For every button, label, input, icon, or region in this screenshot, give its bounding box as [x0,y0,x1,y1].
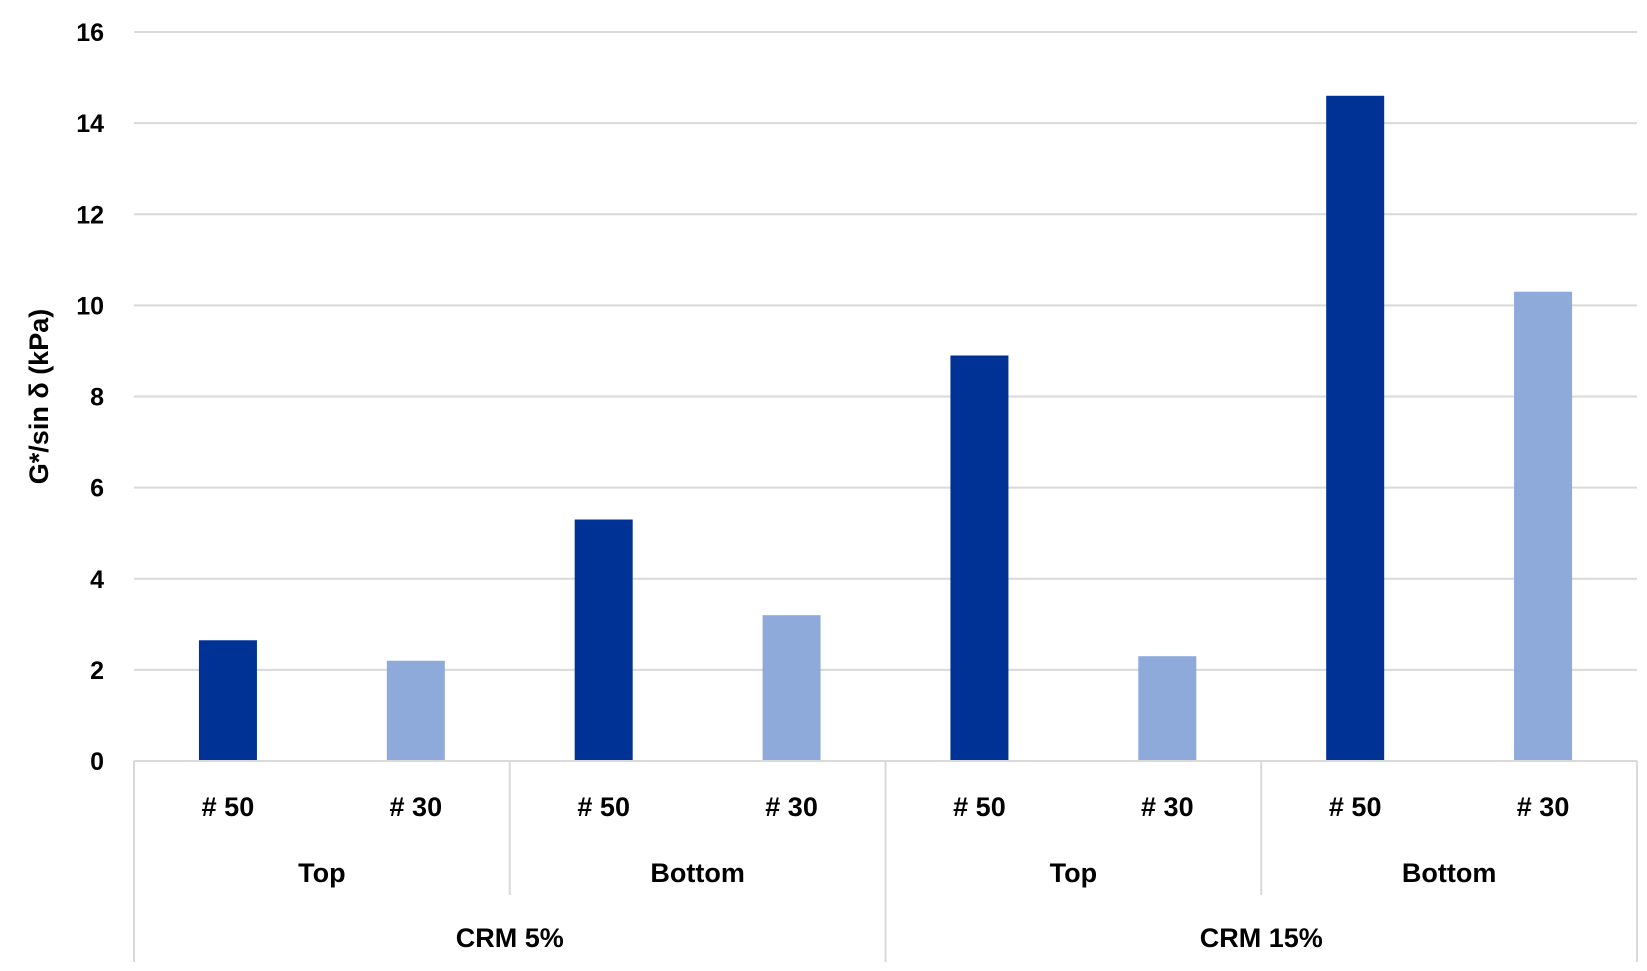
x-tick-label: # 30 [1517,792,1570,822]
position-label: Bottom [1402,858,1496,888]
y-tick-label: 2 [90,657,104,685]
x-tick-label: # 50 [577,792,630,822]
bar [574,519,633,761]
y-tick-label: 10 [76,292,104,320]
x-tick-label: # 50 [1329,792,1382,822]
position-label: Bottom [650,858,744,888]
y-tick-label: 0 [90,748,104,776]
y-tick-label: 12 [76,201,104,229]
x-tick-label: # 50 [953,792,1006,822]
y-tick-label: 16 [76,19,104,47]
group-label: CRM 5% [456,923,564,953]
bar [198,640,257,761]
x-tick-label: # 50 [202,792,255,822]
group-label: CRM 15% [1200,923,1323,953]
bar [1326,95,1385,762]
bar [950,355,1009,761]
bar [1514,291,1573,761]
x-tick-label: # 30 [390,792,443,822]
x-tick-label: # 30 [1141,792,1194,822]
y-tick-label: 14 [76,110,104,138]
bar [1138,656,1197,761]
gridlines [134,31,1637,671]
y-tick-label: 4 [90,566,104,594]
y-tick-label: 6 [90,475,104,503]
axes [133,760,1638,962]
x-tick-label: # 30 [765,792,818,822]
position-label: Top [1050,858,1097,888]
y-tick-label: 8 [90,384,104,412]
bars [198,95,1573,762]
position-label: Top [298,858,345,888]
bar [762,615,821,761]
bar [386,660,445,761]
labels: 0 2 4 6 8 10 12 14 16 # 50 # 30 # 50 # 30 # 50 # 30 # 5… [76,19,1569,953]
y-axis-title: G*/sin δ (kPa) [24,309,54,484]
